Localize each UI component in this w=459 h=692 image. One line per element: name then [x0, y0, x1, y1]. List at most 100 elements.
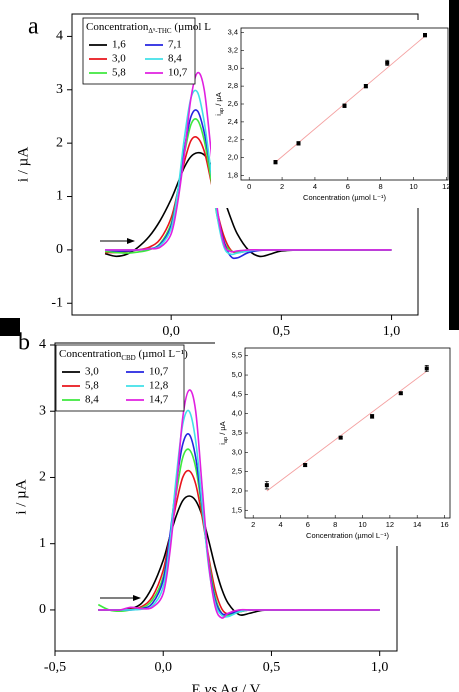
data-point	[264, 483, 269, 488]
y-tick-label: 0	[39, 602, 46, 617]
data-point	[398, 391, 403, 396]
y-tick-label: -1	[51, 295, 63, 310]
legend-label: 10,7	[149, 366, 169, 378]
panel-label: b	[18, 330, 30, 356]
data-point	[338, 435, 343, 440]
y-tick-label: 4,0	[232, 409, 242, 418]
x-tick-label: 1,0	[383, 324, 401, 339]
x-tick-label: 1,0	[371, 660, 389, 675]
y-tick-label: 5,0	[232, 370, 242, 379]
x-tick-label: 0,0	[162, 324, 180, 339]
x-tick-label: 12	[442, 182, 450, 191]
y-tick-label: 4	[56, 29, 63, 44]
legend-title-part: (µmol L⁻¹)	[136, 348, 188, 360]
voltammogram	[105, 71, 392, 253]
y-tick-label: 5,5	[232, 351, 242, 360]
data-point	[424, 366, 429, 371]
y-axis-label: iap / µA	[218, 421, 229, 444]
x-tick-label: 4	[313, 182, 317, 191]
x-tick-label: 0,5	[263, 660, 281, 675]
y-tick-label: 3,2	[228, 45, 238, 54]
legend-label: 5,8	[112, 67, 126, 79]
inset-background	[215, 340, 450, 546]
y-tick-label: 2,4	[228, 117, 238, 126]
legend-title-part: Concentration	[86, 21, 149, 33]
y-tick-label: 2,0	[232, 486, 242, 495]
y-axis-label-part: / µA	[214, 92, 223, 108]
inset-background	[211, 20, 448, 208]
legend-label: 3,0	[112, 53, 126, 65]
legend-label: 10,7	[168, 67, 188, 79]
x-tick-label: 10	[358, 520, 366, 529]
y-tick-label: 0	[56, 242, 63, 257]
scan-border	[449, 0, 459, 330]
x-tick-label: 14	[413, 520, 421, 529]
y-axis-label: i / µA	[15, 147, 31, 182]
data-point	[370, 414, 375, 419]
y-tick-label: 2,0	[228, 153, 238, 162]
x-tick-label: 0	[247, 182, 251, 191]
plot-frame	[244, 347, 451, 519]
x-tick-label: 12	[386, 520, 394, 529]
y-axis-label: iap / µA	[214, 92, 225, 115]
y-tick-label: 1,8	[228, 171, 238, 180]
x-tick-label: 16	[440, 520, 448, 529]
y-tick-label: 3,0	[232, 447, 242, 456]
y-tick-label: 3,4	[228, 27, 238, 36]
scan-border	[0, 318, 20, 336]
x-tick-label: 2	[251, 520, 255, 529]
plot-frame	[240, 27, 449, 181]
y-tick-label: 4	[39, 337, 46, 352]
fit-line	[275, 35, 426, 163]
y-tick-label: 3,5	[232, 428, 242, 437]
y-axis-label-part: i	[214, 114, 223, 116]
x-tick-label: 8	[379, 182, 383, 191]
y-tick-label: 2	[56, 135, 63, 150]
y-axis-label-part: ap	[219, 108, 225, 114]
x-tick-label: 0,5	[273, 324, 291, 339]
legend-label: 7,1	[168, 39, 182, 51]
y-tick-label: 2,8	[228, 81, 238, 90]
legend-title-part: (µmol L⁻¹)	[172, 21, 224, 33]
y-tick-label: 2	[39, 470, 46, 485]
legend-title: ConcentrationCBD (µmol L⁻¹)	[59, 348, 188, 362]
y-tick-label: 1	[39, 536, 46, 551]
y-tick-label: 3	[39, 403, 46, 418]
y-axis-label-part: ap	[223, 437, 229, 443]
x-tick-label: 10	[409, 182, 417, 191]
legend-label: 8,4	[85, 394, 99, 406]
x-tick-label: -0,5	[44, 660, 66, 675]
y-tick-label: 2,6	[228, 99, 238, 108]
data-point	[273, 160, 278, 165]
legend-label: 1,6	[112, 39, 126, 51]
fit-line	[266, 370, 428, 492]
x-tick-label: 6	[306, 520, 310, 529]
y-tick-label: 4,5	[232, 389, 242, 398]
legend-title-part: Concentration	[59, 348, 122, 360]
legend-label: 8,4	[168, 53, 182, 65]
y-axis-label-part: i	[218, 443, 227, 445]
legend-title-part: Δ⁹-THC	[148, 27, 172, 35]
x-tick-label: 2	[280, 182, 284, 191]
data-point	[342, 103, 347, 108]
y-tick-label: 2,2	[228, 135, 238, 144]
x-tick-label: 4	[278, 520, 282, 529]
legend-title-part: CBD	[121, 354, 135, 362]
x-tick-label: 0,0	[154, 660, 172, 675]
x-axis-label-part: Ag / V	[217, 682, 261, 692]
legend-label: 3,0	[85, 366, 99, 378]
legend-label: 14,7	[149, 394, 169, 406]
data-point	[303, 463, 308, 468]
data-point	[363, 84, 368, 89]
y-axis-label: i / µA	[13, 479, 29, 514]
data-point	[296, 141, 301, 146]
y-tick-label: 1,5	[232, 505, 242, 514]
legend-label: 5,8	[85, 380, 99, 392]
x-tick-label: 6	[346, 182, 350, 191]
y-tick-label: 3,0	[228, 63, 238, 72]
x-axis-label-part: E	[192, 682, 205, 692]
y-axis-label-part: / µA	[218, 421, 227, 437]
y-tick-label: 2,5	[232, 467, 242, 476]
legend-label: 12,8	[149, 380, 169, 392]
